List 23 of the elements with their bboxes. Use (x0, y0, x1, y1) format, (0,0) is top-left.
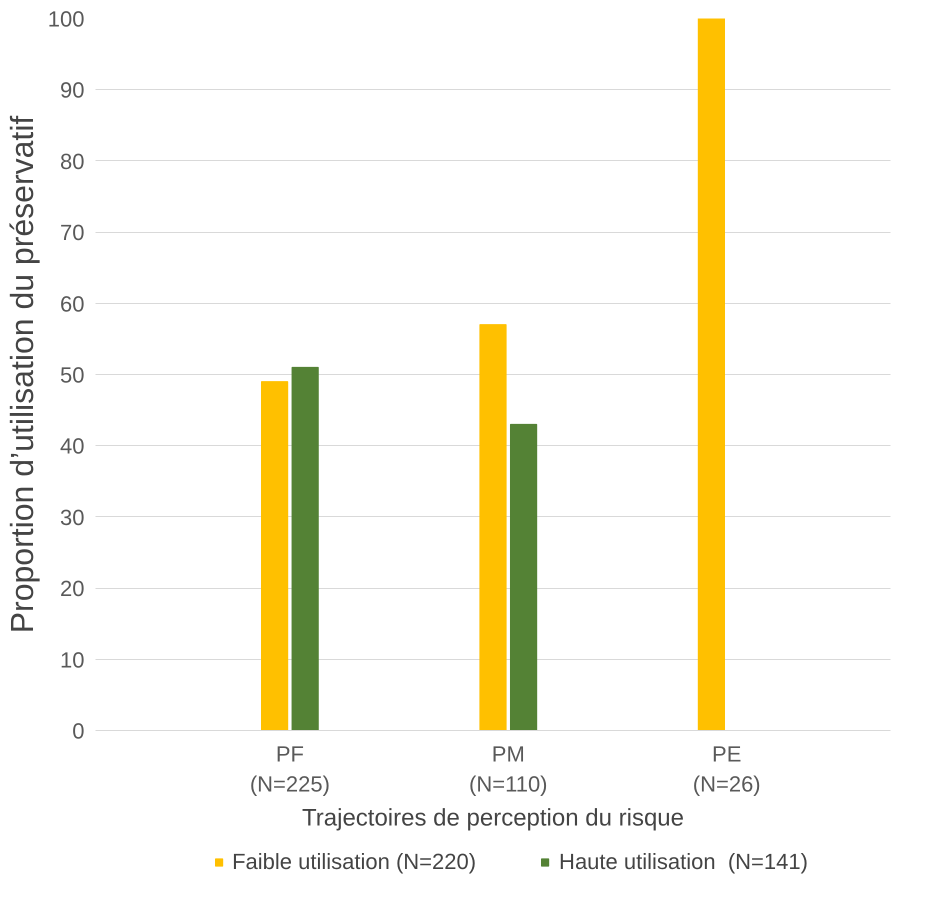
y-tick-label: 60 (60, 291, 85, 316)
x-tick-label: PF (N=225) (250, 742, 330, 796)
y-tick-label: 30 (60, 504, 85, 530)
y-tick-label: 0 (72, 718, 85, 744)
bar (292, 366, 319, 730)
x-tick-label: PM (N=110) (469, 742, 548, 796)
legend-label: Faible utilisation (N=220) (232, 848, 476, 874)
y-tick-label: 40 (60, 434, 85, 459)
y-tick-label: 50 (60, 362, 85, 388)
bar (479, 324, 507, 730)
x-axis-title: Trajectoires de perception du risque (302, 804, 684, 832)
y-tick-label: 70 (60, 220, 85, 246)
bar (698, 18, 726, 730)
y-tick-label: 100 (48, 6, 85, 32)
y-axis-title: Proportion d’utilisation du préservatif (4, 116, 40, 634)
legend-label: Haute utilisation (N=141) (559, 848, 808, 874)
y-tick-label: 10 (60, 647, 85, 672)
bar (260, 381, 288, 730)
y-tick-label: 90 (60, 78, 85, 103)
y-tick-label: 80 (60, 148, 85, 174)
x-tick-label: PE (N=26) (692, 742, 761, 796)
bar (510, 424, 538, 730)
y-tick-label: 20 (60, 576, 85, 602)
